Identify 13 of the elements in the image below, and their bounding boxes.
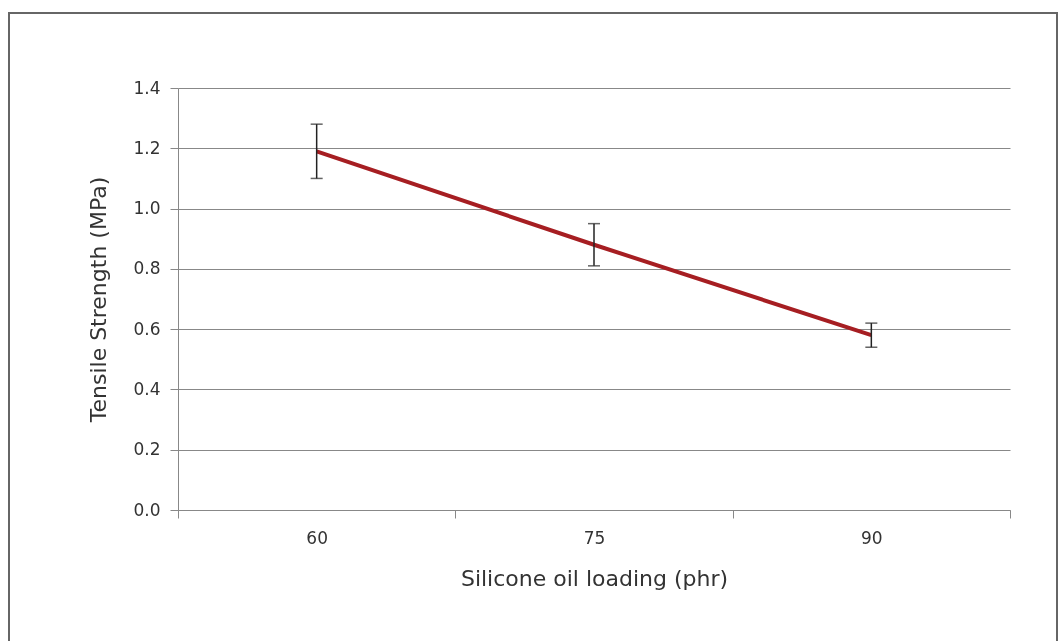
- y-tick-label: 0.4: [133, 378, 161, 399]
- y-tick-label: 0.6: [133, 318, 161, 339]
- x-tick-label: 90: [861, 527, 883, 548]
- y-tick-label: 1.2: [133, 137, 161, 158]
- x-axis-title: Silicone oil loading (phr): [460, 565, 729, 591]
- x-tick-label: 75: [583, 527, 606, 548]
- y-tick-label: 0.0: [133, 499, 161, 520]
- y-tick-label: 0.8: [133, 258, 161, 279]
- y-axis-title: Tensile Strength (MPa): [86, 176, 112, 424]
- y-tick-label: 0.2: [133, 439, 161, 460]
- y-tick-label: 1.4: [133, 77, 161, 98]
- y-tick-label: 1.0: [133, 198, 161, 219]
- x-tick-label: 60: [306, 527, 328, 548]
